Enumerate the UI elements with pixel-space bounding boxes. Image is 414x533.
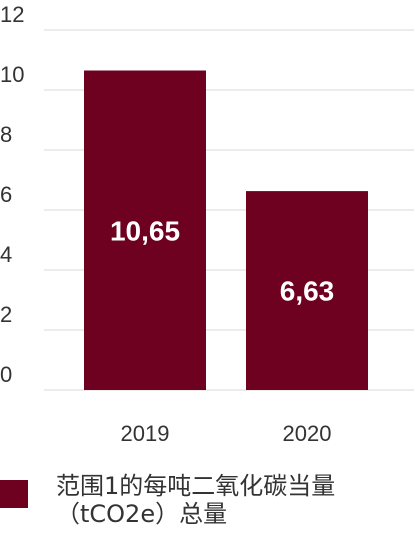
bar-2020 [246,191,368,390]
bar-2019 [84,70,206,390]
legend: 范围1的每吨二氧化碳当量（tCO2e）总量 [0,472,414,528]
bar-chart: 0 2 4 6 8 10 12 10,65 6,63 2019 2020 [0,2,414,446]
y-axis-ticks: 0 2 4 6 8 10 12 [0,2,24,387]
x-category-label-2020: 2020 [283,421,332,446]
y-tick-label: 12 [0,2,24,27]
data-label-2020: 6,63 [280,276,335,307]
y-tick-label: 4 [0,242,12,267]
y-tick-label: 6 [0,182,12,207]
y-tick-label: 8 [0,122,12,147]
y-tick-label: 2 [0,302,12,327]
data-label-2019: 10,65 [110,215,180,246]
y-tick-label: 10 [0,62,24,87]
legend-label: 范围1的每吨二氧化碳当量（tCO2e）总量 [56,472,336,528]
bars: 10,65 6,63 [84,70,368,390]
x-category-label-2019: 2019 [121,421,170,446]
legend-swatch [0,480,28,508]
y-tick-label: 0 [0,362,12,387]
x-axis-categories: 2019 2020 [121,421,332,446]
